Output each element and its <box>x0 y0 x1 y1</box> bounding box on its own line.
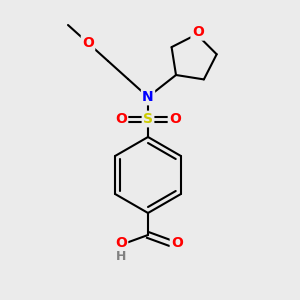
Text: O: O <box>169 112 181 126</box>
Text: O: O <box>115 236 127 250</box>
Text: S: S <box>143 112 153 126</box>
Text: H: H <box>116 250 126 262</box>
Text: O: O <box>171 236 183 250</box>
Text: O: O <box>115 112 127 126</box>
Text: N: N <box>142 90 154 104</box>
Text: O: O <box>192 25 204 39</box>
Text: O: O <box>82 36 94 50</box>
